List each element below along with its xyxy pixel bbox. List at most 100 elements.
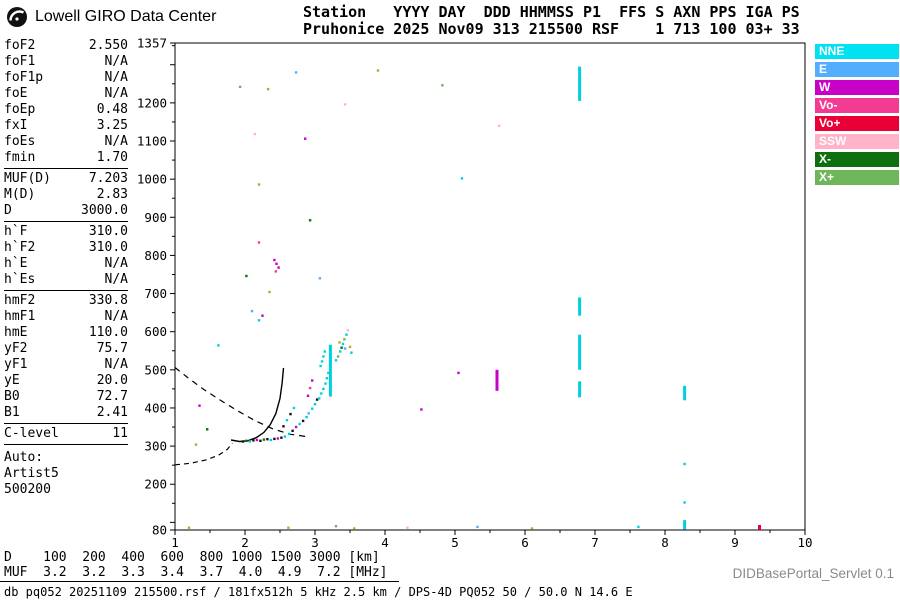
echo-point: [308, 386, 312, 390]
param-value: 3000.0: [81, 203, 128, 218]
echo-point: [294, 425, 298, 429]
echo-point: [276, 437, 280, 440]
echo-point: [311, 379, 314, 382]
direction-legend: NNE E W Vo- Vo+ SSW X- X+: [815, 44, 899, 188]
param-label: foF1: [4, 54, 36, 69]
echo-point: [277, 266, 280, 269]
station-header-labels: Station YYYY DAY DDD HHMMSS P1 FFS S AXN…: [303, 3, 800, 21]
x-tick-label: 10: [797, 535, 812, 548]
station-header-values: Pruhonice 2025 Nov09 313 215500 RSF 1 71…: [303, 20, 800, 38]
divider: [4, 423, 128, 424]
echo-point: [259, 439, 262, 442]
fitted-trace-curve: [230, 367, 285, 443]
param-row: hmF1 N/A: [4, 309, 128, 325]
echo-point: [324, 382, 327, 385]
x-tick-label: 2: [241, 535, 249, 548]
echo-point: [194, 443, 198, 446]
echo-point: [457, 371, 460, 375]
echo-point: [320, 392, 323, 395]
param-value: 2.83: [96, 187, 128, 202]
param-label: yF2: [4, 341, 28, 356]
param-row: C-level 11: [4, 426, 128, 442]
y-tick-label: 400: [144, 400, 167, 415]
param-value: 75.7: [96, 341, 128, 356]
param-value: N/A: [104, 54, 128, 69]
divider: [4, 168, 128, 169]
echo-point: [255, 438, 259, 442]
param-row: B0 72.7: [4, 389, 128, 405]
echo-point: [301, 419, 305, 423]
echo-point: [304, 137, 307, 140]
param-row: fmin 1.70: [4, 150, 128, 166]
echo-point: [339, 350, 342, 353]
echo-point: [476, 525, 479, 529]
echo-point: [318, 277, 322, 280]
echo-point: [336, 355, 340, 358]
param-label: foF1p: [4, 70, 44, 85]
param-row: M(D) 2.83: [4, 187, 128, 203]
param-row: D 3000.0: [4, 203, 128, 219]
auto-status-line: Artist5: [4, 466, 59, 481]
param-label: hmF1: [4, 309, 36, 324]
y-tick-label: 800: [144, 248, 167, 263]
echo-point: [460, 177, 464, 180]
param-row: foF1p N/A: [4, 70, 128, 86]
legend-item-E: E: [815, 62, 899, 77]
param-label: h`F: [4, 224, 28, 239]
x-tick-label: 6: [521, 535, 529, 548]
param-value: 20.0: [96, 373, 128, 388]
echo-point: [289, 412, 292, 416]
echo-point: [341, 342, 345, 346]
param-row: hmE 110.0: [4, 325, 128, 341]
param-row: foF1 N/A: [4, 54, 128, 70]
echo-point: [311, 407, 314, 410]
echo-point: [273, 258, 276, 262]
echo-point: [338, 341, 341, 344]
echo-point: [334, 359, 338, 362]
param-label: h`Es: [4, 272, 36, 287]
footer-divider: [0, 581, 399, 582]
servlet-version: DIDBasePortal_Servlet 0.1: [732, 566, 894, 581]
param-row: MUF(D) 7.203: [4, 171, 128, 187]
param-value: 330.8: [88, 293, 128, 308]
legend-item-W: W: [815, 80, 899, 95]
echo-point: [274, 270, 277, 273]
echo-point: [241, 440, 245, 443]
echo-point: [530, 527, 534, 530]
echo-point: [320, 360, 324, 363]
echo-point: [245, 439, 248, 442]
param-label: foE: [4, 86, 28, 101]
echo-point: [273, 437, 276, 441]
x-tick-label: 3: [311, 535, 319, 548]
echo-point: [345, 333, 348, 336]
parameter-panel: foF2 2.550 foF1 N/A foF1p N/A foE N/A foEp 0.48 fx…: [4, 38, 128, 498]
echo-point: [343, 103, 347, 106]
param-value: N/A: [104, 357, 128, 372]
param-label: M(D): [4, 187, 36, 202]
param-value: 7.203: [88, 171, 128, 186]
param-value: 11: [112, 426, 128, 441]
param-value: 2.550: [88, 38, 128, 53]
echo-point: [285, 419, 289, 422]
echo-point: [257, 241, 261, 244]
x-tick-label: 4: [381, 535, 389, 548]
echo-point: [198, 404, 201, 407]
echo-point: [334, 525, 338, 528]
param-label: D: [4, 203, 12, 218]
param-row: h`Es N/A: [4, 272, 128, 288]
ionogram-plot: 1357120011001000900800700600500400300200…: [137, 36, 813, 548]
param-row: foEp 0.48: [4, 102, 128, 118]
param-label: fmin: [4, 150, 36, 165]
param-row: yE 20.0: [4, 373, 128, 389]
echo-point: [306, 394, 310, 397]
y-tick-label: 1100: [137, 134, 167, 149]
param-row: foF2 2.550: [4, 38, 128, 54]
echo-point: [261, 314, 264, 317]
legend-item-Vo+: Vo+: [815, 116, 899, 131]
brand-title: Lowell GIRO Data Center: [35, 8, 217, 25]
echo-point: [253, 132, 256, 136]
echo-point: [307, 412, 310, 415]
echo-strip: [758, 525, 761, 530]
param-label: hmE: [4, 325, 28, 340]
y-tick-label: 600: [144, 324, 167, 339]
